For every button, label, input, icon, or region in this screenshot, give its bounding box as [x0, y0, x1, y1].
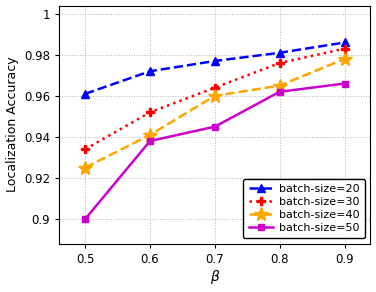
batch-size=20 [83, 92, 88, 95]
batch-size=50 [83, 217, 88, 221]
Y-axis label: Localization Accuracy: Localization Accuracy [6, 57, 18, 192]
batch-size=40 [212, 94, 217, 98]
Line: batch-size=40: batch-size=40 [78, 52, 352, 175]
X-axis label: $\beta$: $\beta$ [210, 268, 220, 286]
batch-size=40 [148, 133, 152, 137]
batch-size=40 [83, 166, 88, 169]
Line: batch-size=20: batch-size=20 [81, 38, 349, 98]
batch-size=20 [148, 69, 152, 73]
batch-size=50 [212, 125, 217, 128]
batch-size=30 [83, 147, 88, 151]
Line: batch-size=30: batch-size=30 [81, 44, 349, 153]
batch-size=20 [342, 41, 347, 44]
batch-size=30 [277, 61, 282, 65]
batch-size=20 [277, 51, 282, 55]
batch-size=50 [342, 82, 347, 85]
batch-size=40 [277, 84, 282, 87]
batch-size=30 [342, 47, 347, 51]
batch-size=50 [148, 139, 152, 143]
batch-size=40 [342, 57, 347, 61]
Line: batch-size=50: batch-size=50 [82, 80, 348, 223]
batch-size=30 [212, 86, 217, 89]
batch-size=30 [148, 111, 152, 114]
Legend: batch-size=20, batch-size=30, batch-size=40, batch-size=50: batch-size=20, batch-size=30, batch-size… [243, 179, 365, 238]
batch-size=50 [277, 90, 282, 93]
batch-size=20 [212, 59, 217, 63]
